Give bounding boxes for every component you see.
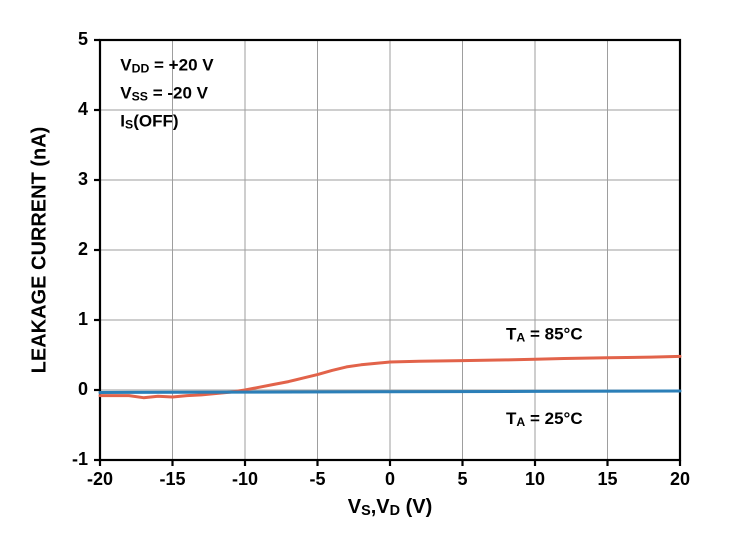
y-tick-label: 3: [78, 169, 88, 189]
y-tick-label: 5: [78, 29, 88, 49]
y-tick-label: 4: [78, 99, 88, 119]
x-tick-label: 5: [457, 469, 467, 489]
x-tick-label: -15: [159, 469, 185, 489]
x-tick-label: -10: [232, 469, 258, 489]
y-tick-label: -1: [72, 449, 88, 469]
x-tick-label: -20: [87, 469, 113, 489]
x-tick-label: 10: [525, 469, 545, 489]
x-tick-label: 20: [670, 469, 690, 489]
x-tick-label: -5: [309, 469, 325, 489]
y-tick-label: 1: [78, 309, 88, 329]
y-tick-label: 0: [78, 379, 88, 399]
leakage-chart: -20-15-10-505101520-1012345TA = 85°CTA =…: [0, 0, 740, 540]
x-tick-label: 0: [385, 469, 395, 489]
series-line: [100, 391, 680, 392]
y-axis-label: LEAKAGE CURRENT (nA): [28, 127, 50, 374]
chart-container: -20-15-10-505101520-1012345TA = 85°CTA =…: [0, 0, 740, 540]
x-tick-label: 15: [597, 469, 617, 489]
y-tick-label: 2: [78, 239, 88, 259]
